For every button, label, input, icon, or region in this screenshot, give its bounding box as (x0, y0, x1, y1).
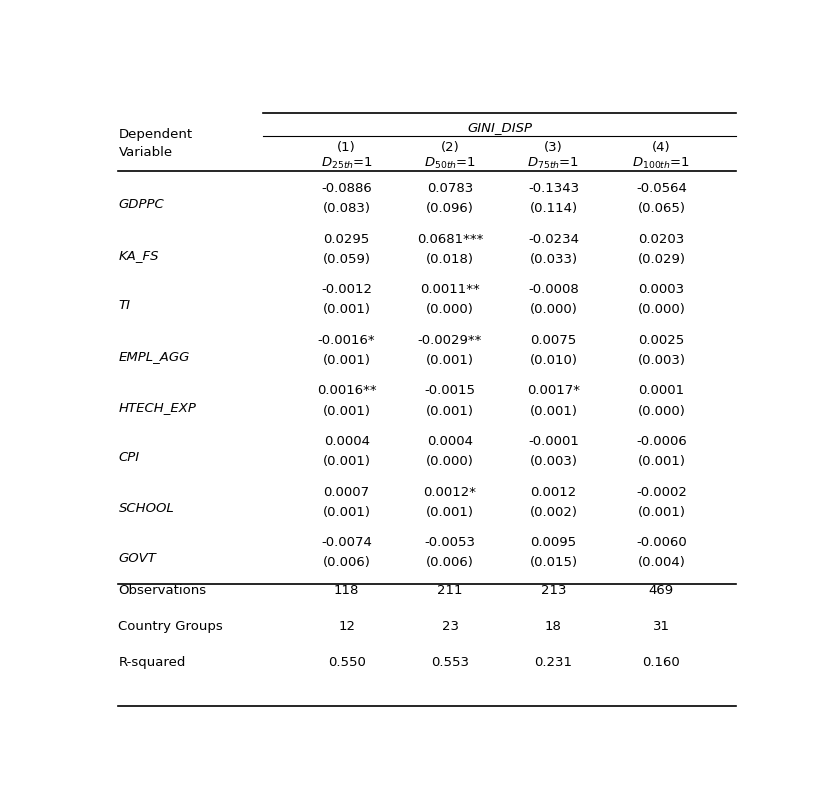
Text: Dependent: Dependent (118, 128, 193, 141)
Text: EMPL_AGG: EMPL_AGG (118, 350, 190, 363)
Text: GOVT: GOVT (118, 553, 156, 565)
Text: (0.096): (0.096) (426, 202, 474, 215)
Text: 0.550: 0.550 (328, 656, 365, 669)
Text: $D_{100th}$=1: $D_{100th}$=1 (632, 155, 691, 171)
Text: 0.0075: 0.0075 (530, 334, 576, 347)
Text: 0.0025: 0.0025 (638, 334, 685, 347)
Text: 0.160: 0.160 (642, 656, 681, 669)
Text: GDPPC: GDPPC (118, 198, 164, 211)
Text: (0.001): (0.001) (426, 354, 474, 367)
Text: -0.0001: -0.0001 (528, 435, 579, 448)
Text: -0.0886: -0.0886 (321, 182, 372, 195)
Text: -0.0060: -0.0060 (636, 536, 686, 549)
Text: TI: TI (118, 299, 130, 312)
Text: 0.0012*: 0.0012* (424, 485, 476, 498)
Text: -0.0029**: -0.0029** (418, 334, 482, 347)
Text: (0.083): (0.083) (323, 202, 370, 215)
Text: $D_{25th}$=1: $D_{25th}$=1 (320, 155, 373, 171)
Text: 0.0003: 0.0003 (638, 283, 685, 296)
Text: -0.0012: -0.0012 (321, 283, 372, 296)
Text: Country Groups: Country Groups (118, 620, 224, 633)
Text: 0.0007: 0.0007 (324, 485, 369, 498)
Text: 0.0004: 0.0004 (427, 435, 473, 448)
Text: -0.0053: -0.0053 (425, 536, 475, 549)
Text: -0.0015: -0.0015 (425, 384, 475, 397)
Text: (0.002): (0.002) (530, 506, 577, 519)
Text: 0.0295: 0.0295 (324, 232, 369, 245)
Text: R-squared: R-squared (118, 656, 186, 669)
Text: -0.0074: -0.0074 (321, 536, 372, 549)
Text: CPI: CPI (118, 451, 139, 464)
Text: 469: 469 (649, 584, 674, 597)
Text: 118: 118 (334, 584, 359, 597)
Text: 0.0016**: 0.0016** (317, 384, 376, 397)
Text: 0.0095: 0.0095 (530, 536, 576, 549)
Text: 0.0783: 0.0783 (427, 182, 473, 195)
Text: 23: 23 (441, 620, 459, 633)
Text: (0.018): (0.018) (426, 252, 474, 266)
Text: 0.0017*: 0.0017* (527, 384, 580, 397)
Text: 0.553: 0.553 (431, 656, 469, 669)
Text: 0.0012: 0.0012 (530, 485, 576, 498)
Text: (0.000): (0.000) (426, 455, 474, 468)
Text: (0.001): (0.001) (426, 404, 474, 417)
Text: -0.0016*: -0.0016* (318, 334, 375, 347)
Text: (0.001): (0.001) (323, 303, 370, 316)
Text: (2): (2) (440, 141, 460, 154)
Text: HTECH_EXP: HTECH_EXP (118, 400, 196, 413)
Text: 0.0004: 0.0004 (324, 435, 369, 448)
Text: 211: 211 (437, 584, 463, 597)
Text: Observations: Observations (118, 584, 207, 597)
Text: 0.0011**: 0.0011** (420, 283, 480, 296)
Text: (0.001): (0.001) (637, 455, 686, 468)
Text: (1): (1) (337, 141, 356, 154)
Text: (0.010): (0.010) (530, 354, 577, 367)
Text: (0.001): (0.001) (426, 506, 474, 519)
Text: (0.000): (0.000) (426, 303, 474, 316)
Text: (0.000): (0.000) (637, 404, 686, 417)
Text: 0.0203: 0.0203 (638, 232, 685, 245)
Text: KA_FS: KA_FS (118, 248, 159, 262)
Text: (0.001): (0.001) (323, 354, 370, 367)
Text: (0.001): (0.001) (323, 404, 370, 417)
Text: (3): (3) (544, 141, 563, 154)
Text: (0.003): (0.003) (637, 354, 686, 367)
Text: 0.0681***: 0.0681*** (417, 232, 483, 245)
Text: (0.015): (0.015) (530, 557, 577, 570)
Text: -0.1343: -0.1343 (528, 182, 579, 195)
Text: (0.059): (0.059) (323, 252, 370, 266)
Text: (0.114): (0.114) (530, 202, 577, 215)
Text: (0.029): (0.029) (637, 252, 686, 266)
Text: 213: 213 (540, 584, 566, 597)
Text: (0.001): (0.001) (530, 404, 577, 417)
Text: (0.001): (0.001) (323, 506, 370, 519)
Text: (0.000): (0.000) (637, 303, 686, 316)
Text: (0.000): (0.000) (530, 303, 577, 316)
Text: $D_{50th}$=1: $D_{50th}$=1 (424, 155, 476, 171)
Text: -0.0002: -0.0002 (636, 485, 687, 498)
Text: (0.001): (0.001) (637, 506, 686, 519)
Text: 0.231: 0.231 (535, 656, 572, 669)
Text: SCHOOL: SCHOOL (118, 502, 174, 515)
Text: (0.004): (0.004) (637, 557, 686, 570)
Text: (0.033): (0.033) (530, 252, 577, 266)
Text: (0.006): (0.006) (323, 557, 370, 570)
Text: (0.003): (0.003) (530, 455, 577, 468)
Text: -0.0564: -0.0564 (636, 182, 687, 195)
Text: (4): (4) (652, 141, 671, 154)
Text: -0.0234: -0.0234 (528, 232, 579, 245)
Text: Variable: Variable (118, 146, 173, 159)
Text: (0.001): (0.001) (323, 455, 370, 468)
Text: 31: 31 (653, 620, 670, 633)
Text: GINI_DISP: GINI_DISP (467, 121, 532, 133)
Text: 18: 18 (545, 620, 562, 633)
Text: -0.0006: -0.0006 (636, 435, 686, 448)
Text: (0.065): (0.065) (637, 202, 686, 215)
Text: 0.0001: 0.0001 (638, 384, 685, 397)
Text: 12: 12 (338, 620, 355, 633)
Text: -0.0008: -0.0008 (528, 283, 579, 296)
Text: $D_{75th}$=1: $D_{75th}$=1 (527, 155, 580, 171)
Text: (0.006): (0.006) (426, 557, 474, 570)
